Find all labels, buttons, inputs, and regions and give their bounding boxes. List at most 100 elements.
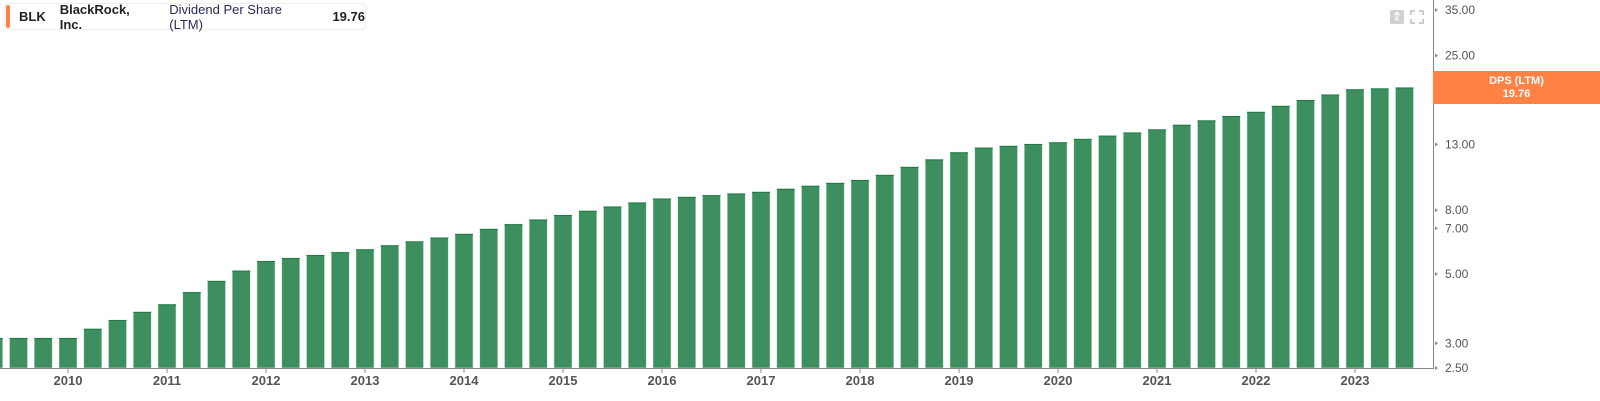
bar [231, 270, 251, 369]
bar [1271, 105, 1291, 369]
bar [1172, 124, 1192, 369]
bar [108, 319, 127, 369]
y-tick [1435, 142, 1438, 147]
bar [1246, 111, 1266, 369]
bar [1345, 88, 1365, 369]
legend-metric: Dividend Per Share (LTM) [169, 1, 282, 32]
bar [306, 254, 325, 369]
bar [825, 182, 845, 369]
bar [1122, 132, 1142, 369]
x-tick-label: 2014 [450, 373, 480, 388]
y-tick [1435, 8, 1438, 12]
bar [83, 328, 103, 369]
x-tick-label: 2023 [1341, 373, 1370, 388]
x-tick-label: 2019 [945, 373, 974, 388]
bar [702, 194, 721, 369]
bar [9, 337, 28, 369]
x-tick-label: 2013 [351, 373, 380, 388]
bar [726, 193, 746, 369]
bar [875, 174, 895, 369]
fullscreen-icon[interactable] [1410, 10, 1424, 24]
y-tick-label: 8.00 [1445, 203, 1469, 217]
bar [949, 151, 969, 369]
y-tick-label: 3.00 [1445, 336, 1469, 350]
badge-label: DPS (LTM) [1489, 75, 1544, 87]
bar [603, 206, 622, 369]
current-value-badge: DPS (LTM) 19.76 [1433, 71, 1600, 104]
bar [1221, 115, 1241, 369]
y-tick [1435, 366, 1438, 370]
bar [1048, 141, 1068, 369]
bar [380, 244, 400, 369]
bar [751, 191, 771, 369]
y-tick [1435, 226, 1438, 231]
bar [1098, 135, 1117, 369]
bar [1023, 143, 1043, 369]
x-tick-label: 2018 [846, 373, 875, 388]
x-tick-label: 2021 [1143, 373, 1172, 388]
x-tick-label: 2015 [549, 373, 578, 388]
bar [281, 257, 301, 369]
bar [504, 223, 523, 369]
bar [330, 251, 350, 369]
x-tick-label: 2010 [54, 373, 83, 388]
bar [256, 260, 276, 369]
legend-value: 19.76 [332, 9, 365, 24]
bar [355, 248, 375, 369]
legend-company: BlackRock, Inc. [59, 1, 130, 32]
upload-icon[interactable]: ⇧ [1390, 10, 1404, 24]
bar [157, 303, 177, 369]
y-tick-label: 2.50 [1445, 361, 1469, 375]
series-color-marker [6, 5, 10, 28]
legend-ticker: BLK [18, 9, 46, 24]
y-tick-label: 35.00 [1445, 3, 1475, 17]
badge-value: 19.76 [1502, 88, 1531, 100]
y-tick-label: 25.00 [1445, 49, 1475, 63]
chart-legend: BLK BlackRock, Inc. Dividend Per Share (… [4, 1, 366, 32]
bar [1320, 94, 1340, 369]
bar [405, 241, 424, 369]
y-tick-label: 13.00 [1445, 137, 1475, 151]
bar [1197, 120, 1216, 369]
bar [479, 228, 499, 369]
bar [33, 337, 53, 369]
bar [801, 185, 820, 369]
bar [677, 196, 697, 369]
x-tick-label: 2011 [153, 373, 181, 388]
bar [1147, 129, 1167, 369]
bar [578, 210, 598, 369]
x-tick-label: 2012 [252, 373, 281, 388]
bar [429, 237, 449, 369]
bar [58, 337, 78, 369]
bar [1395, 87, 1414, 369]
bar [0, 337, 4, 369]
x-tick-label: 2020 [1044, 373, 1073, 388]
bar [1370, 88, 1390, 369]
bar [924, 159, 944, 369]
x-tick-label: 2022 [1242, 373, 1271, 388]
bar [652, 198, 672, 369]
bar [132, 311, 152, 369]
y-tick [1435, 271, 1438, 276]
y-tick-label: 5.00 [1445, 267, 1469, 281]
bar [627, 202, 647, 369]
y-tick [1435, 53, 1438, 58]
x-tick-label: 2016 [648, 373, 677, 388]
bar [182, 291, 202, 369]
bar [776, 188, 796, 369]
bar [900, 166, 919, 369]
bar [850, 179, 870, 369]
y-tick [1435, 208, 1438, 213]
y-tick-label: 7.00 [1445, 221, 1469, 235]
bar [1073, 138, 1093, 369]
x-tick-label: 2017 [747, 373, 776, 388]
bar [553, 214, 573, 369]
bar [454, 233, 474, 369]
y-tick [1435, 341, 1438, 346]
bar [207, 280, 226, 369]
bar [1296, 99, 1315, 369]
bar [528, 219, 548, 369]
bar [974, 147, 994, 369]
bar [999, 145, 1018, 369]
